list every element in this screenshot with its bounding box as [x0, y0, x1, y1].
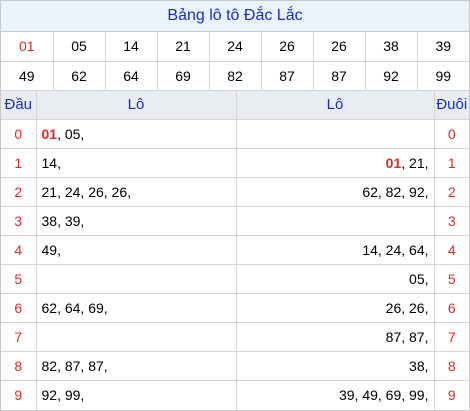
lo-right-cell — [236, 206, 435, 236]
lo-right-text: 62, 82, 92, — [362, 184, 429, 200]
number-cell: 87 — [261, 61, 314, 91]
header-dau: Đầu — [1, 90, 37, 120]
lo-left-cell: 49, — [36, 235, 237, 265]
number-cell: 01 — [1, 32, 54, 62]
lo-right-cell: 14, 24, 64, — [236, 235, 435, 265]
lo-left-text: , 05, — [57, 126, 85, 142]
header-lo-left: Lô — [36, 90, 237, 120]
lo-right-cell: 05, — [236, 264, 435, 294]
dau-digit: 2 — [1, 177, 37, 207]
number-cell: 82 — [209, 61, 262, 91]
lo-left-cell: 62, 64, 69, — [36, 293, 237, 323]
table-row: 3 38, 39, 3 — [1, 206, 469, 236]
number-cell: 24 — [209, 32, 262, 62]
table-row: 8 82, 87, 87, 38, 8 — [1, 351, 469, 381]
dau-digit: 8 — [1, 351, 37, 381]
number-cell: 64 — [105, 61, 158, 91]
lo-right-text: 26, 26, — [385, 300, 429, 316]
lo-left-text: 14, — [41, 155, 61, 171]
dau-digit: 1 — [1, 148, 37, 178]
lo-left-text: 38, 39, — [41, 213, 85, 229]
lo-right-text: 38, — [409, 358, 429, 374]
table-title: Bảng lô tô Đắc Lắc — [1, 1, 469, 32]
grid-header-row: Đầu Lô Lô Đuôi — [1, 90, 469, 120]
table-row: 0 01, 05, 0 — [1, 119, 469, 149]
table-row: 4 49, 14, 24, 64, 4 — [1, 235, 469, 265]
lo-left-cell: 82, 87, 87, — [36, 351, 237, 381]
lo-right-text: 14, 24, 64, — [362, 242, 429, 258]
header-duoi: Đuôi — [434, 90, 469, 120]
dau-digit: 3 — [1, 206, 37, 236]
lo-left-cell: 14, — [36, 148, 237, 178]
lo-right-cell: 62, 82, 92, — [236, 177, 435, 207]
duoi-digit: 8 — [434, 351, 469, 381]
lo-right-cell: 01, 21, — [236, 148, 435, 178]
number-cell: 38 — [365, 32, 418, 62]
lo-right-text: 39, 49, 69, 99, — [338, 387, 429, 404]
dau-digit: 7 — [1, 322, 37, 352]
table-row: 7 87, 87, 7 — [1, 322, 469, 352]
lo-left-cell: 38, 39, — [36, 206, 237, 236]
table-row: 6 62, 64, 69, 26, 26, 6 — [1, 293, 469, 323]
dau-digit: 6 — [1, 293, 37, 323]
duoi-digit: 0 — [434, 119, 469, 149]
number-cell: 49 — [1, 61, 54, 91]
number-cell: 05 — [53, 32, 106, 62]
number-cell: 21 — [157, 32, 210, 62]
lo-right-text: , 21, — [401, 155, 429, 171]
lo-right-text: 87, 87, — [385, 329, 429, 345]
highlight-number: 01 — [41, 126, 58, 142]
lo-left-text: 21, 24, 26, 26, — [41, 184, 132, 200]
number-cell: 62 — [53, 61, 106, 91]
number-cell: 39 — [417, 32, 469, 62]
numbers-row-1: 01 05 14 21 24 26 26 38 39 — [1, 32, 469, 62]
lo-left-cell — [36, 264, 237, 294]
number-cell: 14 — [105, 32, 158, 62]
duoi-digit: 2 — [434, 177, 469, 207]
lo-left-cell: 21, 24, 26, 26, — [36, 177, 237, 207]
lo-left-cell — [36, 322, 237, 352]
lo-left-cell: 01, 05, — [36, 119, 237, 149]
table-row: 2 21, 24, 26, 26, 62, 82, 92, 2 — [1, 177, 469, 207]
table-row: 5 05, 5 — [1, 264, 469, 294]
dau-digit: 5 — [1, 264, 37, 294]
duoi-digit: 3 — [434, 206, 469, 236]
number-cell: 87 — [313, 61, 366, 91]
lo-right-cell — [236, 119, 435, 149]
number-cell: 69 — [157, 61, 210, 91]
highlight-number: 01 — [385, 155, 402, 171]
lo-right-cell: 87, 87, — [236, 322, 435, 352]
lo-left-text: 82, 87, 87, — [41, 358, 108, 374]
dau-digit: 4 — [1, 235, 37, 265]
dau-digit: 0 — [1, 119, 37, 149]
duoi-digit: 9 — [447, 387, 456, 404]
header-lo-right: Lô — [236, 90, 435, 120]
dau-duoi-table: Đầu Lô Lô Đuôi 0 01, 05, 0 1 14, 01, 21, 1 2 21,… — [1, 90, 469, 410]
table-row: 1 14, 01, 21, 1 — [1, 148, 469, 178]
dau-digit: 9 — [1, 380, 37, 410]
number-cell: 92 — [365, 61, 418, 91]
lo-left-text: 92, 99, — [41, 387, 85, 404]
lo-right-text: 05, — [409, 271, 429, 287]
grid-body: 0 01, 05, 0 1 14, 01, 21, 1 2 21, 24, 26, 26, 62,… — [1, 119, 469, 410]
lo-right-cell: 39, 49, 69, 99, — [236, 380, 435, 410]
duoi-digit: 7 — [434, 322, 469, 352]
lo-left-text: 49, — [41, 242, 61, 258]
duoi-digit: 5 — [434, 264, 469, 294]
numbers-row-2: 49 62 64 69 82 87 87 92 99 — [1, 61, 469, 91]
duoi-digit: 6 — [434, 293, 469, 323]
lo-left-text: 62, 64, 69, — [41, 300, 108, 316]
number-cell: 26 — [313, 32, 366, 62]
lo-right-cell: 38, — [236, 351, 435, 381]
number-cell: 26 — [261, 32, 314, 62]
duoi-digit: 1 — [434, 148, 469, 178]
numbers-table: 01 05 14 21 24 26 26 38 39 49 62 64 69 8… — [1, 32, 469, 91]
lo-left-cell: 92, 99, — [36, 380, 237, 410]
duoi-digit: 4 — [434, 235, 469, 265]
lo-right-cell: 26, 26, — [236, 293, 435, 323]
table-row: 9 92, 99, 39, 49, 69, 99, 9 — [1, 380, 469, 410]
number-cell: 99 — [417, 61, 469, 91]
